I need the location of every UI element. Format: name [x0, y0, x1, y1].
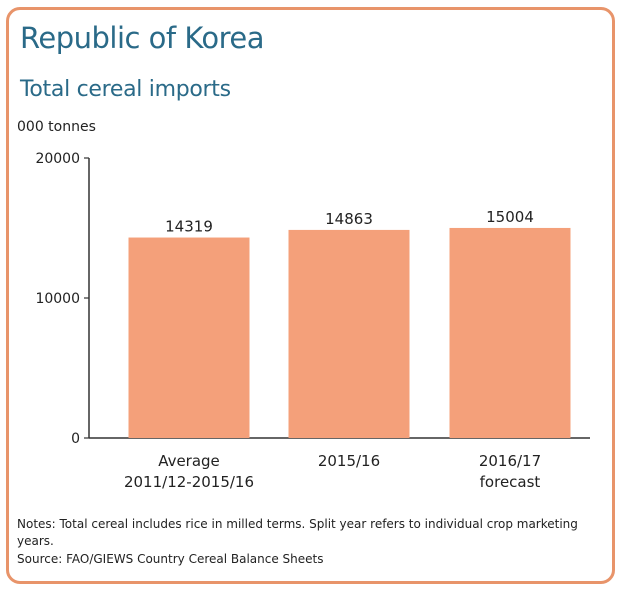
x-tick-label: 2015/16: [318, 452, 380, 470]
x-tick-label: 2011/12-2015/16: [124, 473, 254, 491]
bar-data-label: 14319: [165, 218, 213, 236]
bar-data-label: 14863: [325, 210, 373, 228]
bar: [128, 237, 250, 438]
y-axis-units: 000 tonnes: [17, 119, 96, 135]
y-tick-label: 10000: [35, 291, 80, 307]
chart-source: Source: FAO/GIEWS Country Cereal Balance…: [17, 552, 324, 566]
x-tick-label: forecast: [480, 473, 541, 491]
chart-subtitle: Total cereal imports: [20, 77, 231, 102]
bar-data-label: 15004: [486, 208, 534, 226]
bar: [288, 229, 410, 438]
y-tick-label: 20000: [35, 151, 80, 167]
y-tick-label: 0: [71, 431, 80, 447]
bar: [449, 227, 571, 438]
chart-notes: Notes: Total cereal includes rice in mil…: [17, 517, 578, 548]
x-tick-label: Average: [158, 452, 220, 470]
chart-title: Republic of Korea: [20, 21, 265, 55]
x-tick-label: 2016/17: [479, 452, 541, 470]
